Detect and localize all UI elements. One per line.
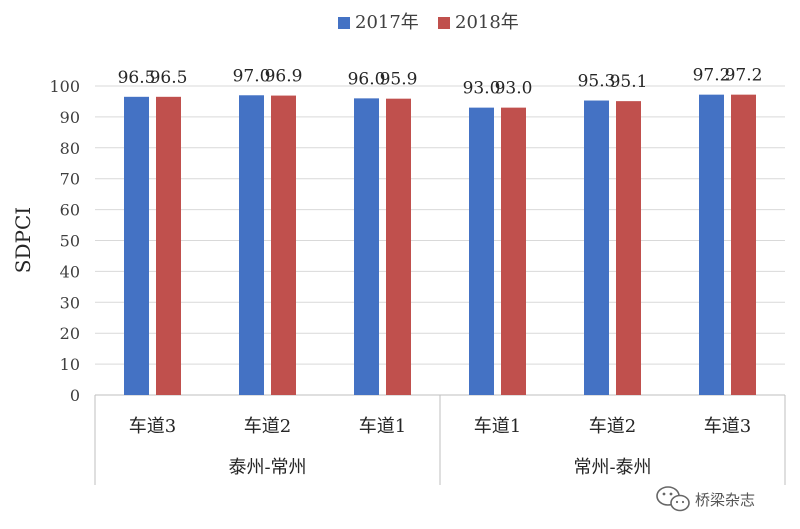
data-label: 93.0 — [495, 79, 533, 99]
data-label: 97.2 — [693, 66, 731, 86]
data-label: 95.1 — [610, 72, 648, 92]
y-axis-title: SDPCI — [11, 207, 35, 273]
data-label: 97.2 — [725, 66, 763, 86]
axes: 0 10 20 30 40 50 60 70 80 90 100 — [49, 77, 785, 405]
y-tick-label: 60 — [60, 201, 80, 220]
legend-swatch — [438, 17, 450, 29]
bar — [731, 94, 756, 395]
legend-swatch — [338, 17, 350, 29]
category-label: 车道1 — [359, 416, 406, 437]
data-label: 96.0 — [348, 69, 386, 89]
bar — [699, 94, 724, 395]
y-tick-label: 50 — [60, 232, 80, 251]
group-label: 泰州-常州 — [228, 457, 306, 478]
y-tick-label: 70 — [60, 170, 80, 189]
bar — [386, 98, 411, 395]
legend: 2017年 2018年 — [338, 12, 519, 33]
group-label: 常州-泰州 — [573, 457, 651, 478]
bar — [616, 101, 641, 396]
bar — [584, 100, 609, 395]
bar — [469, 107, 494, 395]
data-labels: 96.5 97.0 96.0 93.0 95.3 97.2 96.5 96.9 95.9 93.0… — [118, 66, 763, 99]
legend-label: 2018年 — [455, 12, 519, 33]
y-tick-label: 40 — [60, 262, 80, 281]
y-tick-label: 100 — [49, 77, 80, 96]
y-tick-label: 10 — [60, 355, 80, 374]
y-tick-label: 80 — [60, 139, 80, 158]
bar — [271, 95, 296, 395]
data-label: 96.9 — [265, 67, 303, 87]
category-label: 车道1 — [474, 416, 521, 437]
legend-label: 2017年 — [355, 12, 419, 33]
watermark: 桥梁杂志 — [656, 486, 755, 512]
bar — [239, 95, 264, 396]
y-tick-label: 90 — [60, 108, 80, 127]
category-axis: 车道3 车道2 车道1 车道1 车道2 车道3 泰州-常州 常州-泰州 — [94, 395, 786, 485]
bar — [156, 96, 181, 395]
watermark-text: 桥梁杂志 — [695, 491, 755, 509]
y-tick-label: 30 — [60, 293, 80, 312]
data-label: 96.5 — [118, 68, 156, 88]
bars — [124, 94, 756, 396]
y-tick-label: 20 — [60, 324, 80, 343]
category-label: 车道3 — [704, 416, 751, 437]
gridlines — [95, 85, 785, 365]
category-label: 车道3 — [129, 416, 176, 437]
data-label: 97.0 — [233, 66, 271, 86]
data-label: 96.5 — [150, 68, 188, 88]
data-label: 95.9 — [380, 70, 418, 90]
wechat-icon — [656, 486, 690, 512]
data-label: 93.0 — [463, 79, 501, 99]
category-label: 车道2 — [589, 416, 636, 437]
bar — [501, 107, 526, 395]
y-tick-label: 0 — [70, 386, 80, 405]
category-label: 车道2 — [244, 416, 291, 437]
data-label: 95.3 — [578, 72, 616, 92]
bar — [124, 96, 149, 395]
bar — [354, 98, 379, 396]
